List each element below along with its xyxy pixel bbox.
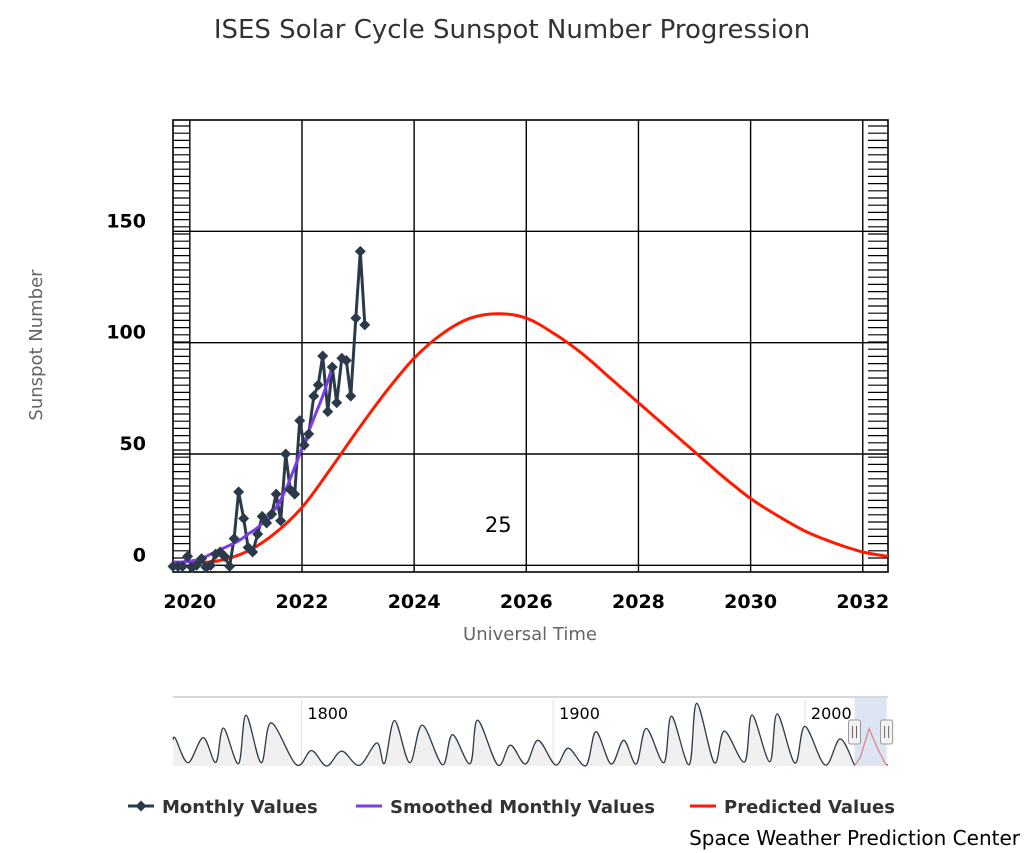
monthly-value-point xyxy=(322,406,334,418)
plot-background xyxy=(173,120,888,572)
monthly-value-point xyxy=(182,550,194,562)
navigator-history-line xyxy=(172,702,856,767)
navigator-selection[interactable] xyxy=(848,698,894,766)
monthly-value-point xyxy=(354,245,366,257)
monthly-value-point xyxy=(340,354,352,366)
legend-label: Predicted Values xyxy=(724,797,895,818)
navigator-year-label: 1800 xyxy=(307,704,348,723)
monthly-value-point xyxy=(196,553,208,565)
monthly-value-point xyxy=(359,319,371,331)
navigator-labels: 1800 1900 2000 xyxy=(307,704,851,723)
handle-grip[interactable] xyxy=(880,719,894,745)
monthly-value-point xyxy=(280,448,292,460)
monthly-value-point xyxy=(298,439,310,451)
monthly-value-point xyxy=(326,361,338,373)
monthly-value-point xyxy=(317,350,329,362)
monthly-value-point xyxy=(303,428,315,440)
legend-marker xyxy=(135,800,147,812)
navigator-area xyxy=(173,703,855,767)
navigator-year-label: 2000 xyxy=(811,704,852,723)
x-tick-label: 2028 xyxy=(612,591,665,613)
monthly-value-point xyxy=(177,560,189,572)
monthly-value-point xyxy=(275,515,287,527)
monthly-value-point xyxy=(261,517,273,529)
monthly-value-point xyxy=(308,390,320,402)
series-layer xyxy=(167,245,889,574)
monthly-value-point xyxy=(191,559,203,571)
monthly-value-point xyxy=(247,546,259,558)
navigator-right-handle[interactable] xyxy=(880,719,894,745)
legend-item[interactable]: Monthly Values xyxy=(128,797,318,818)
y-tick-label: 100 xyxy=(106,322,146,344)
legend: Monthly Values Smoothed Monthly Values Pre… xyxy=(128,797,895,818)
x-tick-label: 2024 xyxy=(388,591,441,613)
monthly-value-point xyxy=(228,533,240,545)
y-tick-label: 0 xyxy=(133,544,146,566)
y-axis-label: Sunspot Number xyxy=(26,269,47,421)
y-axis-ticks: 0 50 100 150 xyxy=(106,210,146,566)
x-tick-label: 2022 xyxy=(276,591,329,613)
monthly-value-point xyxy=(345,390,357,402)
legend-item[interactable]: Smoothed Monthly Values xyxy=(356,797,655,818)
legend-label: Smoothed Monthly Values xyxy=(390,797,655,818)
monthly-value-point xyxy=(205,559,217,571)
y-tick-label: 50 xyxy=(120,433,146,455)
monthly-value-point xyxy=(331,397,343,409)
x-tick-label: 2032 xyxy=(836,591,889,613)
credit-text: Space Weather Prediction Center xyxy=(689,826,1021,850)
monthly-value-point xyxy=(266,508,278,520)
y-tick-label: 150 xyxy=(106,210,146,232)
navigator-left-handle[interactable] xyxy=(848,719,862,745)
monthly-value-point xyxy=(256,510,268,522)
cycle-number-label: 25 xyxy=(485,513,512,537)
handle-grip[interactable] xyxy=(848,719,862,745)
plot-area: 0 50 100 150 2020 2022 2024 2026 2028 2030 2032 2… xyxy=(106,119,889,613)
monthly-value-point xyxy=(289,488,301,500)
range-navigator[interactable]: 1800 1900 2000 xyxy=(172,696,894,767)
x-tick-label: 2020 xyxy=(163,591,216,613)
monthly-value-point xyxy=(350,312,362,324)
monthly-value-point xyxy=(219,550,231,562)
x-tick-label: 2030 xyxy=(724,591,777,613)
monthly-value-point xyxy=(312,379,324,391)
chart-title: ISES Solar Cycle Sunspot Number Progress… xyxy=(214,15,810,45)
x-axis-label: Universal Time xyxy=(463,624,597,645)
monthly-value-point xyxy=(294,415,306,427)
legend-label: Monthly Values xyxy=(162,797,318,818)
plot-border xyxy=(172,119,889,573)
monthly-value-point xyxy=(224,560,236,572)
monthly-value-point xyxy=(252,528,264,540)
predicted-values-line xyxy=(189,312,889,565)
monthly-value-point xyxy=(238,513,250,525)
monthly-value-point xyxy=(270,488,282,500)
x-axis-ticks: 2020 2022 2024 2026 2028 2030 2032 xyxy=(163,591,889,613)
navigator-year-label: 1900 xyxy=(559,704,600,723)
x-tick-label: 2026 xyxy=(500,591,553,613)
legend-item[interactable]: Predicted Values xyxy=(690,797,895,818)
monthly-value-point xyxy=(233,486,245,498)
grid-lines xyxy=(172,119,889,573)
